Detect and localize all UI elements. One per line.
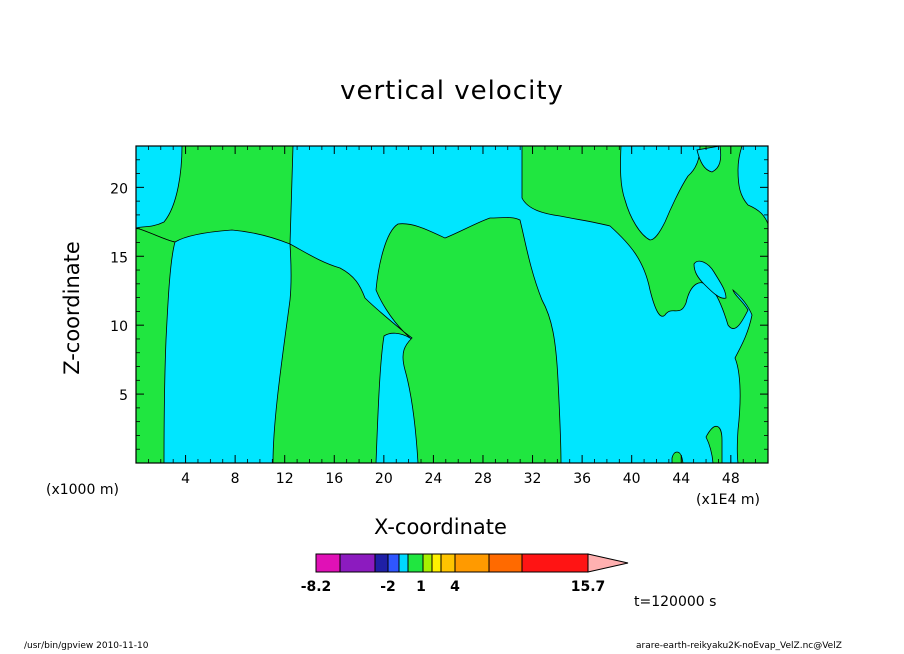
colorbar-label: 4 [450,579,460,595]
positive-region-4 [521,145,769,464]
x-tick-label: 44 [672,471,690,487]
colorbar-segment [488,553,523,573]
x-axis-ticks: 4 8 12 16 20 24 28 32 36 40 44 48 [147,146,757,487]
colorbar-segment [398,553,409,573]
colorbar-segment [431,553,442,573]
x-tick-label: 4 [181,471,190,487]
y-axis-ticks: 5 10 15 20 [110,159,768,450]
colorbar-segment [374,553,389,573]
y-tick-label: 20 [110,181,128,197]
colorbar-label: -2 [380,579,396,595]
positive-region-6 [671,451,684,464]
colorbar-segment [454,553,490,573]
colorbar-arrow [587,553,629,573]
chart-title: vertical velocity [340,76,564,106]
colorbar-label: 1 [416,579,426,595]
negative-region-0 [693,260,727,299]
plot-frame [135,145,769,464]
x-tick-label: 36 [573,471,591,487]
y-tick-label: 5 [119,388,128,404]
colorbar-segment [387,553,400,573]
contour-regions [135,145,769,464]
colorbar-segment [407,553,424,573]
colorbar-segment [422,553,433,573]
time-label: t=120000 s [634,594,717,610]
x-scale-label: (x1E4 m) [696,492,760,508]
footer-program-date: /usr/bin/gpview 2010-11-10 [24,641,149,651]
x-tick-label: 48 [722,471,740,487]
x-tick-label: 12 [276,471,294,487]
positive-region-1 [135,227,176,464]
positive-region-3 [375,217,562,464]
positive-region-2 [272,243,412,464]
x-tick-label: 24 [424,471,442,487]
colorbar-label: -8.2 [301,579,332,595]
x-tick-label: 40 [623,471,641,487]
x-tick-label: 28 [474,471,492,487]
x-tick-label: 8 [231,471,240,487]
colorbar-segment [440,553,456,573]
colorbar-segment [315,553,341,573]
y-tick-label: 15 [110,250,128,266]
y-axis-label: Z-coordinate [60,241,84,375]
x-tick-label: 32 [524,471,542,487]
x-axis-label: X-coordinate [374,515,507,539]
footer-source-file: arare-earth-reikyaku2K-noEvap_VelZ.nc@Ve… [636,641,842,651]
x-tick-label: 20 [375,471,393,487]
x-unit-label: (x1000 m) [46,482,119,498]
colorbar-label: 15.7 [571,579,606,595]
y-tick-label: 10 [110,319,128,335]
colorbar-segment [521,553,589,573]
plot-area [135,145,769,464]
colorbar-segment [339,553,376,573]
colorbar: -8.2 -2 1 4 15.7 [301,553,629,595]
negative-region-1 [696,145,722,173]
x-tick-label: 16 [325,471,343,487]
